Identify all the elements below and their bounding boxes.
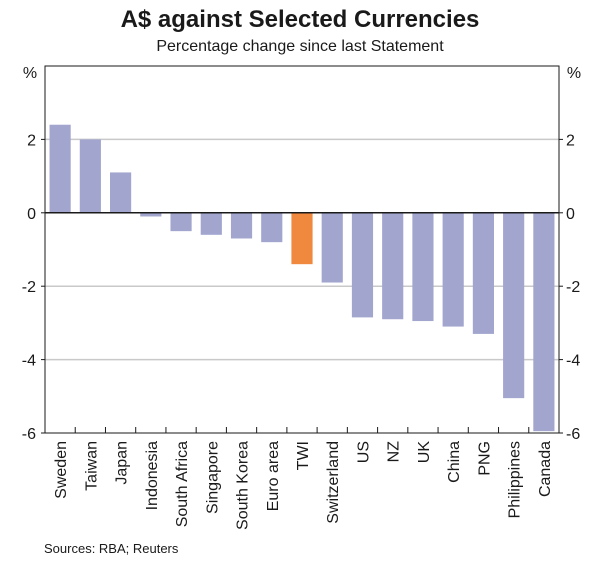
y-tick-label-left: -2	[22, 279, 36, 296]
y-tick-label-left: 2	[27, 132, 36, 149]
x-tick-label: Indonesia	[144, 441, 161, 510]
x-tick-label: Philippines	[507, 441, 524, 518]
y-tick-label-right: -6	[566, 426, 580, 443]
x-tick-label: South Africa	[174, 441, 191, 527]
x-tick-label: South Korea	[235, 441, 252, 530]
x-tick-label: US	[355, 441, 372, 463]
x-tick-label: Switzerland	[325, 441, 342, 524]
bar-sweden	[49, 124, 71, 213]
x-tick-label: Taiwan	[83, 441, 100, 491]
axes	[44, 65, 560, 434]
bar-us	[351, 212, 374, 318]
y-tick-label-right: 0	[566, 206, 575, 223]
x-tick-label: Euro area	[265, 441, 282, 511]
bar-png	[472, 212, 494, 334]
bar-philippines	[503, 212, 525, 399]
chart-title: A$ against Selected Currencies	[120, 6, 480, 33]
x-tick-label: China	[446, 441, 463, 483]
y-tick-label-right: -2	[566, 279, 580, 296]
y-tick-label-left: 0	[27, 206, 36, 223]
y-tick-label-right: 2	[566, 132, 575, 149]
y-axis-unit-right: %	[567, 65, 581, 82]
x-tick-label: NZ	[386, 441, 403, 463]
source-note: Sources: RBA; Reuters	[44, 541, 179, 556]
bar-uk	[412, 212, 434, 322]
bar-switzerland	[321, 212, 343, 283]
y-axis-unit-left: %	[23, 65, 37, 82]
x-tick-label: TWI	[295, 441, 312, 470]
bars	[49, 124, 555, 432]
x-tick-label: Japan	[114, 441, 131, 485]
chart-subtitle: Percentage change since last Statement	[156, 38, 444, 55]
x-tick-label: Sweden	[53, 441, 70, 499]
y-axis-left: -6 -4 -2 0 2	[22, 132, 45, 443]
bar-japan	[110, 172, 132, 213]
bar-taiwan	[79, 139, 101, 213]
y-tick-label-right: -4	[566, 353, 580, 370]
x-tick-label: Canada	[537, 441, 554, 497]
bar-south-africa	[170, 212, 192, 232]
x-axis: Sweden Taiwan Japan Indonesia South Africa Si…	[53, 427, 554, 530]
y-axis-right: -6 -4 -2 0 2	[559, 132, 580, 443]
bar-singapore	[200, 212, 222, 235]
bar-china	[442, 212, 464, 327]
bar-euro-area	[261, 212, 283, 243]
y-tick-label-left: -6	[22, 426, 36, 443]
bar-canada	[533, 212, 555, 432]
bar-twi	[291, 212, 313, 265]
y-tick-label-left: -4	[22, 353, 36, 370]
bar-indonesia	[140, 212, 162, 217]
x-tick-label: PNG	[476, 441, 493, 476]
plot-frame	[44, 65, 560, 434]
x-tick-label: UK	[416, 441, 433, 464]
bar-south-korea	[230, 212, 253, 239]
bar-nz	[382, 212, 404, 320]
x-tick-label: Singapore	[204, 441, 221, 514]
